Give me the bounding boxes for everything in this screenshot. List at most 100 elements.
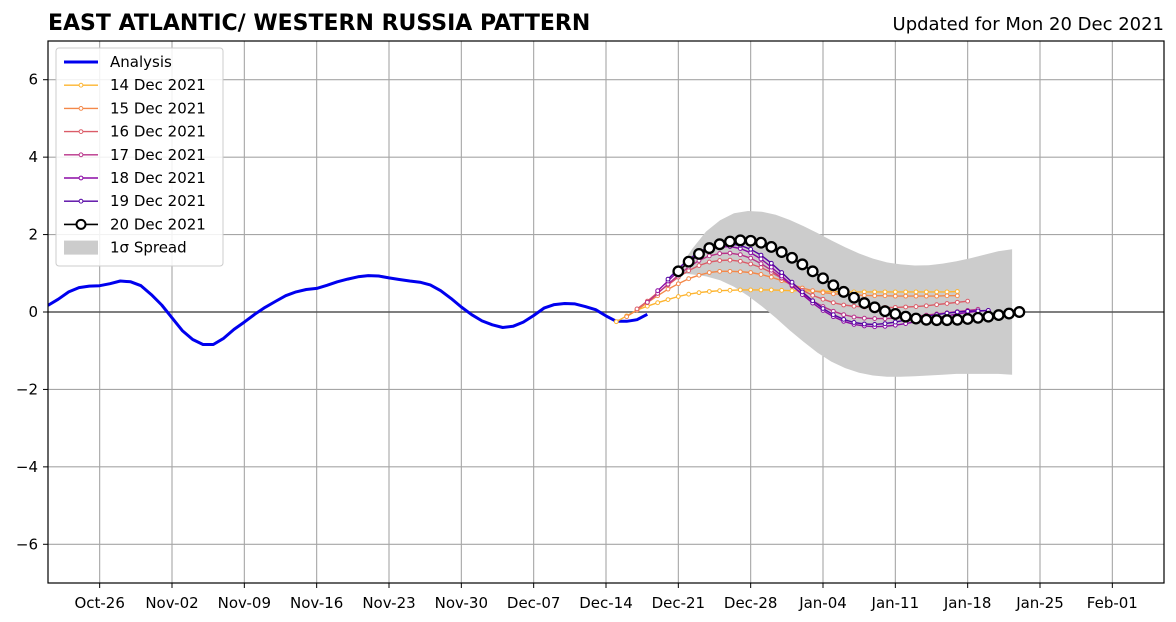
- data-point: [882, 289, 888, 295]
- data-point: [727, 268, 733, 274]
- data-point: [665, 276, 671, 282]
- data-point: [851, 314, 857, 320]
- x-tick-label: Jan-11: [871, 594, 920, 612]
- y-tick-label: −4: [16, 458, 38, 476]
- data-point: [830, 300, 836, 306]
- x-tick-label: Jan-04: [798, 594, 847, 612]
- data-point: [903, 289, 909, 295]
- data-point: [954, 289, 960, 294]
- data-point: [954, 309, 960, 315]
- series-line-analysis: [48, 274, 648, 346]
- x-tick-label: Dec-14: [579, 594, 633, 612]
- x-tick-label: Nov-02: [145, 594, 198, 612]
- data-point: [748, 246, 754, 252]
- data-point: [737, 269, 743, 275]
- legend-label: 16 Dec 2021: [110, 123, 206, 141]
- data-point: [944, 293, 950, 299]
- data-point: [655, 300, 661, 306]
- legend-marker: [75, 218, 87, 230]
- data-point: [737, 258, 743, 264]
- data-point: [913, 293, 919, 299]
- data-point: [830, 291, 836, 297]
- data-point: [913, 289, 919, 295]
- data-point: [672, 265, 685, 278]
- data-point: [675, 294, 681, 299]
- data-point: [820, 306, 826, 311]
- data-point: [851, 320, 857, 325]
- data-point: [686, 291, 692, 297]
- data-point: [737, 252, 743, 258]
- x-tick-label: Nov-23: [362, 594, 415, 612]
- data-point: [779, 287, 785, 293]
- data-point: [923, 293, 929, 299]
- data-point: [727, 250, 733, 256]
- data-point: [965, 298, 971, 304]
- data-point: [717, 268, 723, 274]
- data-point: [944, 301, 950, 306]
- data-point: [644, 299, 650, 305]
- data-point: [913, 304, 919, 309]
- data-point: [613, 319, 619, 325]
- data-point: [872, 289, 878, 295]
- data-point: [717, 258, 723, 263]
- data-point: [665, 286, 671, 292]
- data-point: [923, 289, 929, 295]
- data-point: [686, 276, 692, 282]
- x-tick-label: Dec-21: [652, 594, 706, 612]
- data-point: [861, 315, 867, 321]
- series-line-forecast: [615, 289, 958, 323]
- data-point: [758, 252, 764, 258]
- data-point: [827, 279, 840, 292]
- data-point: [768, 260, 774, 266]
- data-point: [861, 321, 867, 327]
- data-point: [954, 293, 960, 299]
- data-point: [675, 281, 681, 287]
- data-point: [768, 287, 774, 293]
- data-point: [737, 287, 743, 293]
- data-point: [892, 293, 898, 299]
- data-point: [837, 285, 850, 298]
- legend-label: 15 Dec 2021: [110, 99, 206, 117]
- data-point: [810, 288, 816, 294]
- data-point: [768, 264, 774, 270]
- y-tick-label: −6: [16, 535, 38, 553]
- data-point: [954, 299, 960, 305]
- data-point: [706, 289, 712, 294]
- data-point: [755, 236, 767, 249]
- legend-marker: [78, 106, 84, 111]
- data-point: [1013, 306, 1026, 318]
- data-point: [1003, 307, 1015, 320]
- data-point: [903, 304, 909, 310]
- data-point: [934, 289, 940, 295]
- data-point: [796, 258, 809, 271]
- data-point: [758, 265, 764, 270]
- data-point: [820, 290, 826, 296]
- legend-label: 19 Dec 2021: [110, 192, 206, 210]
- data-point: [858, 297, 871, 310]
- data-point: [830, 312, 836, 318]
- legend-label: 18 Dec 2021: [110, 169, 206, 187]
- chart-subtitle: Updated for Mon 20 Dec 2021: [893, 14, 1164, 35]
- legend-marker: [78, 198, 84, 204]
- data-point: [717, 251, 723, 256]
- data-point: [758, 287, 764, 293]
- data-point: [706, 259, 712, 265]
- data-point: [872, 293, 878, 299]
- data-point: [748, 261, 754, 267]
- x-tick-label: Dec-28: [724, 594, 778, 612]
- data-point: [779, 270, 785, 275]
- data-point: [892, 289, 898, 295]
- data-point: [775, 246, 788, 258]
- data-point: [758, 261, 764, 267]
- data-point: [992, 309, 1005, 322]
- data-point: [799, 289, 805, 295]
- legend-marker: [78, 129, 84, 135]
- data-point: [920, 313, 933, 326]
- data-point: [872, 316, 878, 321]
- data-point: [841, 316, 847, 322]
- data-point: [841, 312, 847, 318]
- data-point: [696, 272, 702, 278]
- data-point: [848, 291, 860, 304]
- legend-swatch: [64, 240, 98, 255]
